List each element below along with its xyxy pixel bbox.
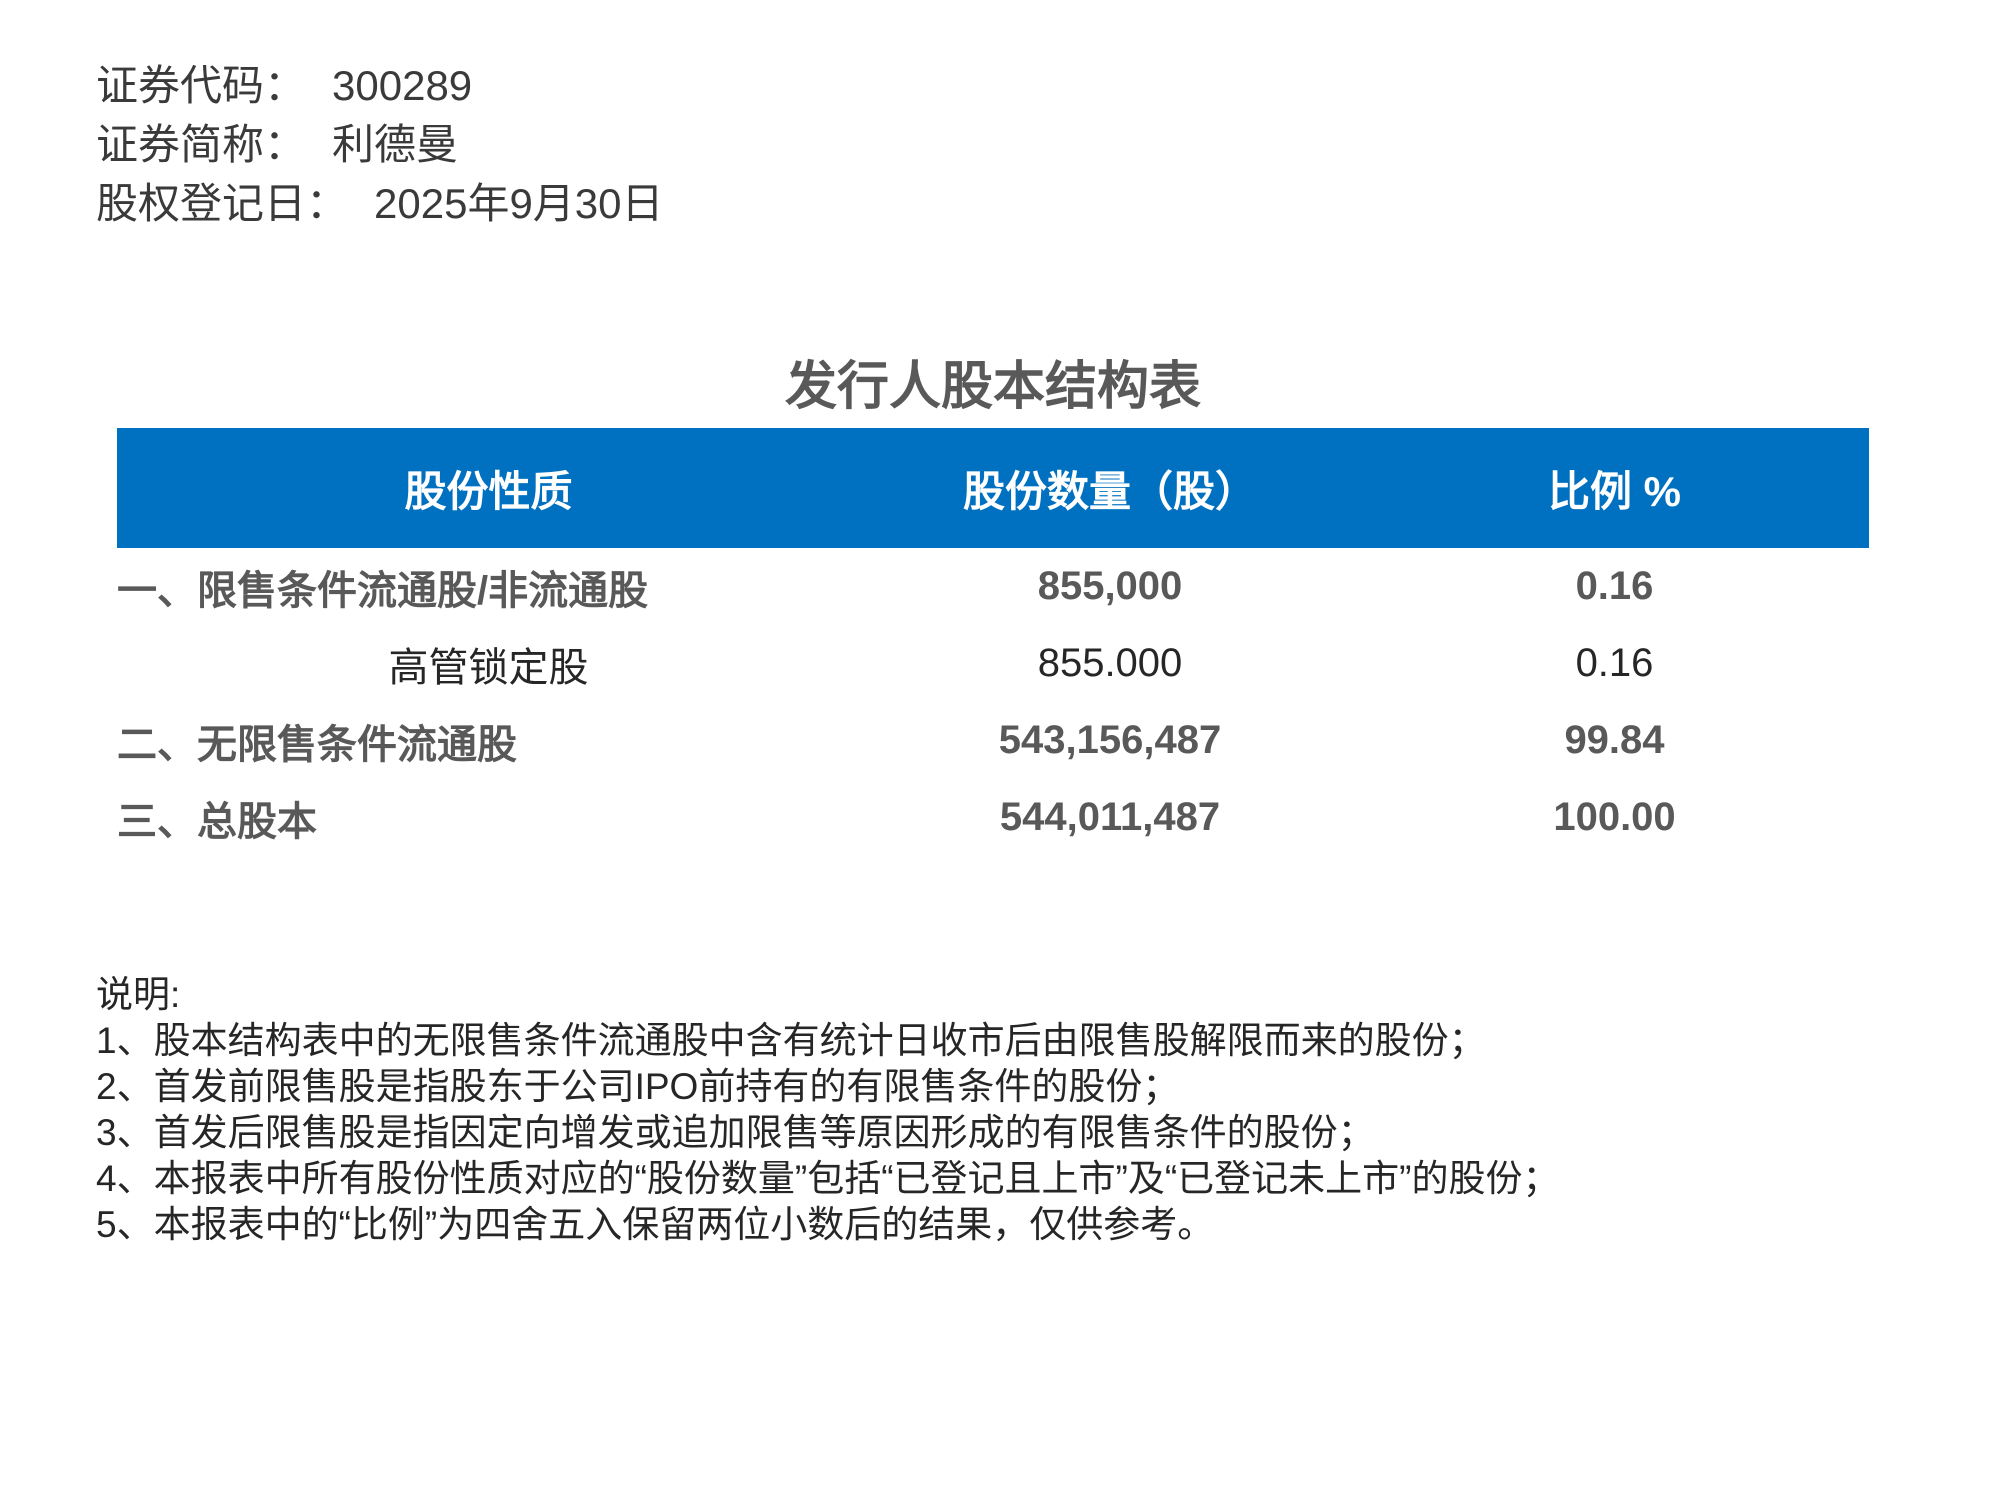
row-shares-value: 855.000: [1037, 641, 1183, 685]
security-code-line: 证券代码： 300289: [96, 56, 664, 115]
notes-section: 说明: 1、股本结构表中的无限售条件流通股中含有统计日收市后由限售股解限而来的股…: [96, 972, 1560, 1248]
row-shares-value: 543,156,487: [998, 718, 1222, 762]
share-structure-table: 股份性质 股份数量（股） 比例 % 一、限售条件流通股/非流通股 855,000…: [117, 428, 1869, 856]
row-shares-value: 544,011,487: [999, 795, 1221, 839]
column-header-ratio: 比例 %: [1547, 467, 1681, 515]
table-row-restricted-shares: 一、限售条件流通股/非流通股 855,000 0.16: [117, 548, 1869, 625]
security-info-block: 证券代码： 300289 证券简称： 利德曼 股权登记日： 2025年9月30日: [96, 56, 664, 233]
table-row-total-shares: 三、总股本 544,011,487 100.00: [117, 779, 1869, 856]
security-code-value: 300289: [332, 62, 473, 109]
note-item-4: 4、本报表中所有股份性质对应的“股份数量”包括“已登记且上市”及“已登记未上市”…: [96, 1158, 1560, 1199]
row-label: 一、限售条件流通股/非流通股: [117, 568, 649, 613]
note-item-3: 3、首发后限售股是指因定向增发或追加限售等原因形成的有限售条件的股份；: [96, 1112, 1375, 1153]
table-title: 发行人股本结构表: [784, 358, 1201, 416]
row-label: 三、总股本: [117, 799, 317, 844]
notes-heading: 说明:: [96, 974, 181, 1015]
record-date-line: 股权登记日： 2025年9月30日: [96, 174, 664, 233]
row-ratio-value: 0.16: [1575, 641, 1654, 685]
table-row-unrestricted-shares: 二、无限售条件流通股 543,156,487 99.84: [117, 702, 1869, 779]
row-ratio-value: 99.84: [1564, 718, 1665, 762]
row-ratio-value: 100.00: [1553, 795, 1676, 839]
row-ratio-value: 0.16: [1575, 564, 1654, 608]
security-name-label: 证券简称：: [96, 121, 307, 168]
row-label: 高管锁定股: [388, 645, 589, 690]
security-name-value: 利德曼: [332, 121, 459, 168]
security-code-label: 证券代码：: [96, 62, 307, 109]
table-row-executive-locked-shares: 高管锁定股 855.000 0.16: [117, 625, 1869, 702]
note-item-1: 1、股本结构表中的无限售条件流通股中含有统计日收市后由限售股解限而来的股份；: [96, 1020, 1486, 1061]
column-header-share-nature: 股份性质: [404, 467, 573, 515]
note-item-2: 2、首发前限售股是指股东于公司IPO前持有的有限售条件的股份；: [96, 1066, 1180, 1107]
table-header-row: 股份性质 股份数量（股） 比例 %: [117, 428, 1869, 548]
column-header-share-quantity: 股份数量（股）: [962, 467, 1257, 515]
note-item-5: 5、本报表中的“比例”为四舍五入保留两位小数后的结果，仅供参考。: [96, 1204, 1215, 1245]
row-shares-value: 855,000: [1037, 564, 1183, 608]
record-date-label: 股权登记日：: [96, 180, 349, 227]
row-label: 二、无限售条件流通股: [117, 722, 517, 767]
record-date-value: 2025年9月30日: [374, 180, 664, 227]
security-name-line: 证券简称： 利德曼: [96, 115, 664, 174]
